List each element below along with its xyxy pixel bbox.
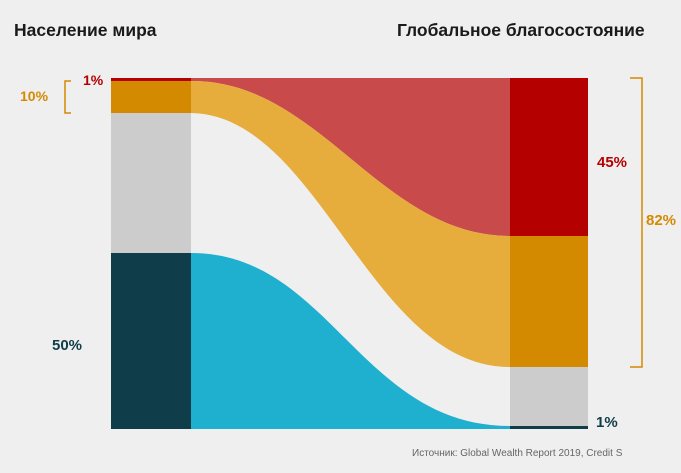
wealth-bar-middle (510, 367, 588, 426)
label-top1-wealth: 45% (597, 154, 628, 171)
wealth-bar-top10 (510, 236, 588, 367)
title-world-population: Население мира (14, 20, 157, 40)
wealth-bar-bottom50 (510, 426, 588, 429)
bracket-82pct-wealth (630, 77, 643, 368)
label-top1-population: 1% (83, 72, 104, 88)
flow-top1-to-wealth (191, 78, 510, 236)
population-bar-middle (111, 113, 191, 253)
label-top10-population: 10% (20, 88, 49, 104)
label-bottom50-population: 50% (52, 337, 83, 354)
label-top10-wealth: 82% (646, 212, 677, 229)
bracket-top10-population (64, 80, 71, 114)
population-bar-top10 (111, 81, 191, 113)
population-bar-top1 (111, 78, 191, 81)
flow-bottom50-to-wealth (191, 253, 510, 429)
wealth-bar-top1 (510, 78, 588, 236)
population-bar-bottom50 (111, 253, 191, 429)
source-caption: Источник: Global Wealth Report 2019, Cre… (412, 448, 623, 459)
flow-top10-to-wealth (191, 80, 510, 368)
label-bottom50-wealth: 1% (596, 414, 618, 431)
title-global-wealth: Глобальное благосостояние (397, 20, 645, 40)
